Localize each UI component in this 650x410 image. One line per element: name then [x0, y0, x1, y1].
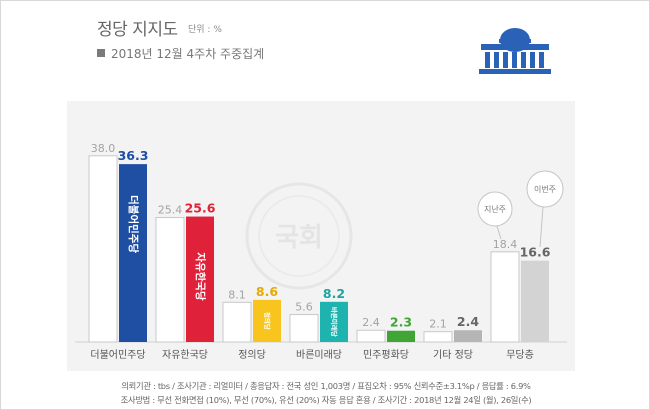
party-logo-3: 바른미래당: [330, 307, 339, 337]
legend-pointer-current: [539, 206, 544, 248]
value-label-current-3: 8.2: [323, 286, 345, 301]
party-logo-0: 더불어민주당: [127, 195, 140, 253]
bar-current-2: [253, 299, 281, 342]
subtitle-text: 2018년 12월 4주차 주중집계: [111, 47, 265, 61]
bar-current-3: [320, 301, 348, 342]
bar-current-4: [387, 330, 415, 342]
national-assembly-icon: [479, 28, 551, 74]
value-label-previous-6: 18.4: [493, 238, 518, 251]
bar-previous-0: [88, 155, 118, 343]
value-label-current-1: 25.6: [185, 201, 216, 216]
category-label-5: 기타 정당: [433, 349, 473, 361]
party-logo-2: 정의당: [263, 312, 272, 330]
watermark-seal: [245, 182, 353, 290]
value-label-previous-2: 8.1: [228, 288, 246, 301]
category-label-4: 민주평화당: [363, 349, 409, 361]
bar-current-6: [521, 260, 549, 342]
category-label-6: 무당층: [506, 349, 534, 361]
legend-bubble-previous: [477, 191, 513, 227]
bar-current-1: [186, 216, 214, 342]
chart-subtitle: 2018년 12월 4주차 주중집계: [97, 45, 264, 62]
bar-previous-6: [490, 251, 520, 343]
value-label-previous-4: 2.4: [362, 316, 380, 329]
party-logo-1: 자유한국당: [194, 252, 207, 301]
chart-title: 정당 지지도: [97, 20, 178, 40]
value-label-previous-1: 25.4: [158, 204, 183, 217]
value-label-current-0: 36.3: [118, 148, 149, 163]
bar-previous-1: [155, 217, 185, 343]
bar-current-5: [454, 330, 482, 342]
watermark-inner-ring: [258, 195, 340, 277]
category-label-0: 더불어민주당: [90, 349, 145, 361]
bar-previous-4: [356, 329, 386, 343]
category-label-1: 자유한국당: [162, 349, 208, 361]
survey-footnote: 의뢰기관 : tbs / 조사기관 : 리얼미터 / 총응답자 : 전국 성인 …: [1, 379, 650, 407]
value-label-current-2: 8.6: [256, 284, 278, 299]
value-label-previous-5: 2.1: [429, 318, 447, 331]
category-label-2: 정의당: [238, 349, 266, 361]
unit-label: 단위 : %: [188, 25, 222, 35]
value-label-current-4: 2.3: [390, 315, 412, 330]
bar-previous-2: [222, 301, 252, 343]
value-label-previous-3: 5.6: [295, 301, 313, 314]
value-label-current-5: 2.4: [457, 314, 479, 329]
bar-current-0: [119, 164, 147, 342]
category-label-3: 바른미래당: [296, 349, 342, 361]
square-bullet-icon: [97, 49, 105, 57]
bar-previous-3: [289, 314, 319, 343]
legend-label-current: 이번주: [534, 184, 556, 194]
legend-bubble-current: [526, 170, 564, 208]
value-label-current-6: 16.6: [520, 245, 551, 260]
footnote-line-1: 의뢰기관 : tbs / 조사기관 : 리얼미터 / 총응답자 : 전국 성인 …: [121, 381, 531, 391]
legend-pointer-previous: [496, 225, 502, 240]
legend-label-previous: 지난주: [484, 205, 506, 214]
footnote-line-2: 조사방법 : 무선 전화면접 (10%), 무선 (70%), 유선 (20%)…: [120, 395, 532, 405]
chart-panel: 국회 38.0 36.3 더불어민주당 더불어민주당 25.4 25.6 자유한국당 자유한국당…: [67, 101, 575, 371]
watermark-text: 국회: [275, 223, 323, 253]
bar-previous-5: [423, 331, 453, 343]
value-label-previous-0: 38.0: [91, 142, 116, 155]
